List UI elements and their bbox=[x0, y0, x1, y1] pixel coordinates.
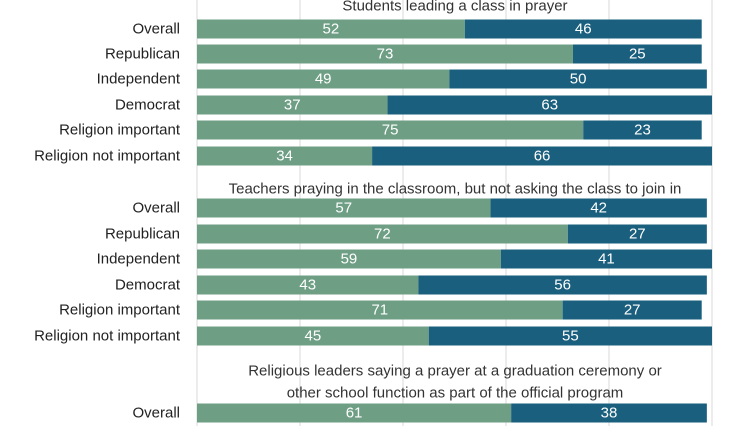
bar-segment-first bbox=[197, 69, 450, 89]
data-label: 27 bbox=[629, 226, 646, 243]
bar-segment-second bbox=[500, 249, 712, 269]
category-label: Republican bbox=[105, 46, 180, 63]
panel-title: Students leading a class in prayer bbox=[342, 0, 567, 15]
category-label: Overall bbox=[132, 200, 180, 217]
bar-segment-first bbox=[197, 275, 419, 295]
bar-segment-second bbox=[464, 19, 702, 39]
data-label: 27 bbox=[624, 302, 641, 319]
data-label: 57 bbox=[335, 200, 352, 217]
bar-segment-second bbox=[449, 69, 707, 89]
category-label: Religion not important bbox=[34, 328, 181, 345]
category-label: Overall bbox=[132, 405, 180, 422]
category-label: Religion important bbox=[59, 122, 181, 139]
bar-segment-second bbox=[418, 275, 707, 295]
data-label: 56 bbox=[554, 277, 571, 294]
data-label: 72 bbox=[374, 226, 391, 243]
bar-segment-second bbox=[372, 146, 712, 166]
data-label: 34 bbox=[276, 148, 293, 165]
panel-title: Teachers praying in the classroom, but n… bbox=[229, 181, 682, 198]
bar-segment-second bbox=[562, 300, 702, 320]
data-label: 63 bbox=[541, 97, 558, 114]
panel-title: other school function as part of the off… bbox=[287, 385, 624, 402]
data-label: 37 bbox=[284, 97, 301, 114]
bar-segment-second bbox=[490, 198, 707, 218]
bar-segment-second bbox=[572, 44, 702, 64]
data-label: 55 bbox=[562, 328, 579, 345]
data-label: 41 bbox=[598, 251, 615, 268]
data-label: 42 bbox=[590, 200, 607, 217]
data-label: 50 bbox=[570, 71, 587, 88]
bar-segment-first bbox=[197, 120, 584, 140]
bar-segment-first bbox=[197, 19, 465, 39]
category-label: Overall bbox=[132, 21, 180, 38]
data-label: 23 bbox=[634, 122, 651, 139]
category-label: Independent bbox=[97, 251, 181, 268]
category-label: Democrat bbox=[115, 277, 181, 294]
bar-segment-second bbox=[511, 403, 707, 423]
bar-segment-second bbox=[387, 95, 712, 115]
bar-segment-second bbox=[567, 224, 707, 244]
category-label: Republican bbox=[105, 226, 180, 243]
data-label: 75 bbox=[382, 122, 399, 139]
bar-segment-first bbox=[197, 224, 568, 244]
category-label: Democrat bbox=[115, 97, 181, 114]
bar-segment-second bbox=[428, 326, 712, 346]
data-label: 52 bbox=[323, 21, 340, 38]
data-label: 46 bbox=[575, 21, 592, 38]
data-label: 49 bbox=[315, 71, 332, 88]
data-label: 38 bbox=[601, 405, 618, 422]
data-label: 45 bbox=[305, 328, 322, 345]
bar-segment-first bbox=[197, 198, 491, 218]
data-label: 61 bbox=[346, 405, 363, 422]
category-label: Religion important bbox=[59, 302, 181, 319]
data-label: 59 bbox=[341, 251, 358, 268]
bar-segment-second bbox=[583, 120, 702, 140]
data-label: 73 bbox=[377, 46, 394, 63]
data-label: 25 bbox=[629, 46, 646, 63]
data-label: 71 bbox=[371, 302, 388, 319]
bar-segment-first bbox=[197, 403, 512, 423]
panel-title: Religious leaders saying a prayer at a g… bbox=[248, 363, 662, 380]
category-label: Independent bbox=[97, 71, 181, 88]
data-label: 66 bbox=[534, 148, 551, 165]
bar-segment-first bbox=[197, 44, 573, 64]
bar-segment-first bbox=[197, 146, 373, 166]
category-label: Religion not important bbox=[34, 148, 181, 165]
bar-segment-first bbox=[197, 95, 388, 115]
bar-segment-first bbox=[197, 326, 429, 346]
data-label: 43 bbox=[299, 277, 316, 294]
bar-segment-first bbox=[197, 249, 501, 269]
bar-segment-first bbox=[197, 300, 563, 320]
